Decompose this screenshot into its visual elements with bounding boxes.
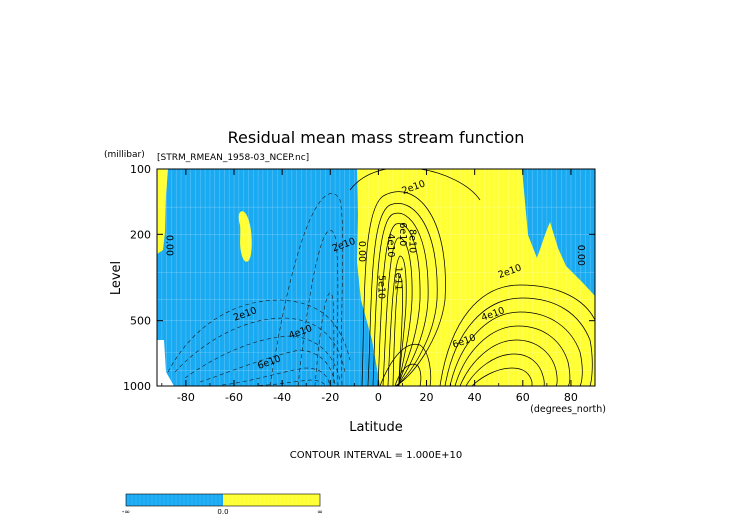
contour-interval-note: CONTOUR INTERVAL = 1.000E+10: [290, 450, 462, 461]
contour-label: 0.00: [164, 235, 175, 256]
y-units-label: (millibar): [104, 150, 145, 160]
colorbar-positive-swatch: [223, 494, 320, 506]
positive-island: [157, 169, 168, 254]
x-tick-label: -40: [273, 391, 291, 404]
missing-data-corner: [157, 340, 174, 386]
contour-label: 6e10: [397, 222, 408, 246]
x-tick-label: 40: [468, 391, 482, 404]
negative-contours: [167, 193, 351, 386]
colorbar-label-mid: 0.0: [217, 508, 228, 516]
colorbar-label-max: ∞: [317, 508, 323, 516]
chart-title: Residual mean mass stream function: [228, 128, 525, 147]
x-tick-label: -80: [177, 391, 195, 404]
x-tick-label: 60: [516, 391, 530, 404]
colorbar: -∞ 0.0 ∞: [122, 493, 323, 516]
y-tick-label: 200: [130, 228, 151, 241]
contour-label: 1e11: [392, 267, 403, 291]
positive-contours: [349, 169, 595, 386]
colorbar-negative-swatch: [126, 494, 223, 506]
contour-label: 4e10: [385, 233, 396, 257]
colorbar-label-min: -∞: [122, 508, 130, 516]
contour-label: 0.00: [575, 245, 586, 266]
plot-area: [157, 169, 595, 386]
x-tick-label: -60: [225, 391, 243, 404]
y-axis: 100 200 500 1000: [123, 163, 595, 393]
x-tick-label: 0: [375, 391, 382, 404]
x-tick-label: -20: [321, 391, 339, 404]
negative-region-east: [522, 169, 595, 296]
positive-island: [238, 211, 252, 262]
contour-label: 8e10: [407, 229, 418, 253]
x-axis-label: Latitude: [349, 420, 403, 435]
contour-label: 0.00: [356, 241, 367, 262]
y-tick-label: 1000: [123, 380, 151, 393]
plot-frame: [156, 168, 596, 387]
x-tick-label: 20: [420, 391, 434, 404]
contour-label: 5e10: [375, 275, 386, 299]
y-axis-label: Level: [109, 261, 124, 295]
x-axis: -80 -60 -40 -20 0 20 40 60 80: [161, 169, 596, 404]
x-units-label: (degrees_north): [530, 404, 606, 415]
x-tick-label: 80: [564, 391, 578, 404]
chart-subtitle: [STRM_RMEAN_1958-03_NCEP.nc]: [157, 153, 309, 163]
y-tick-label: 100: [130, 163, 151, 176]
y-tick-label: 500: [130, 315, 151, 328]
